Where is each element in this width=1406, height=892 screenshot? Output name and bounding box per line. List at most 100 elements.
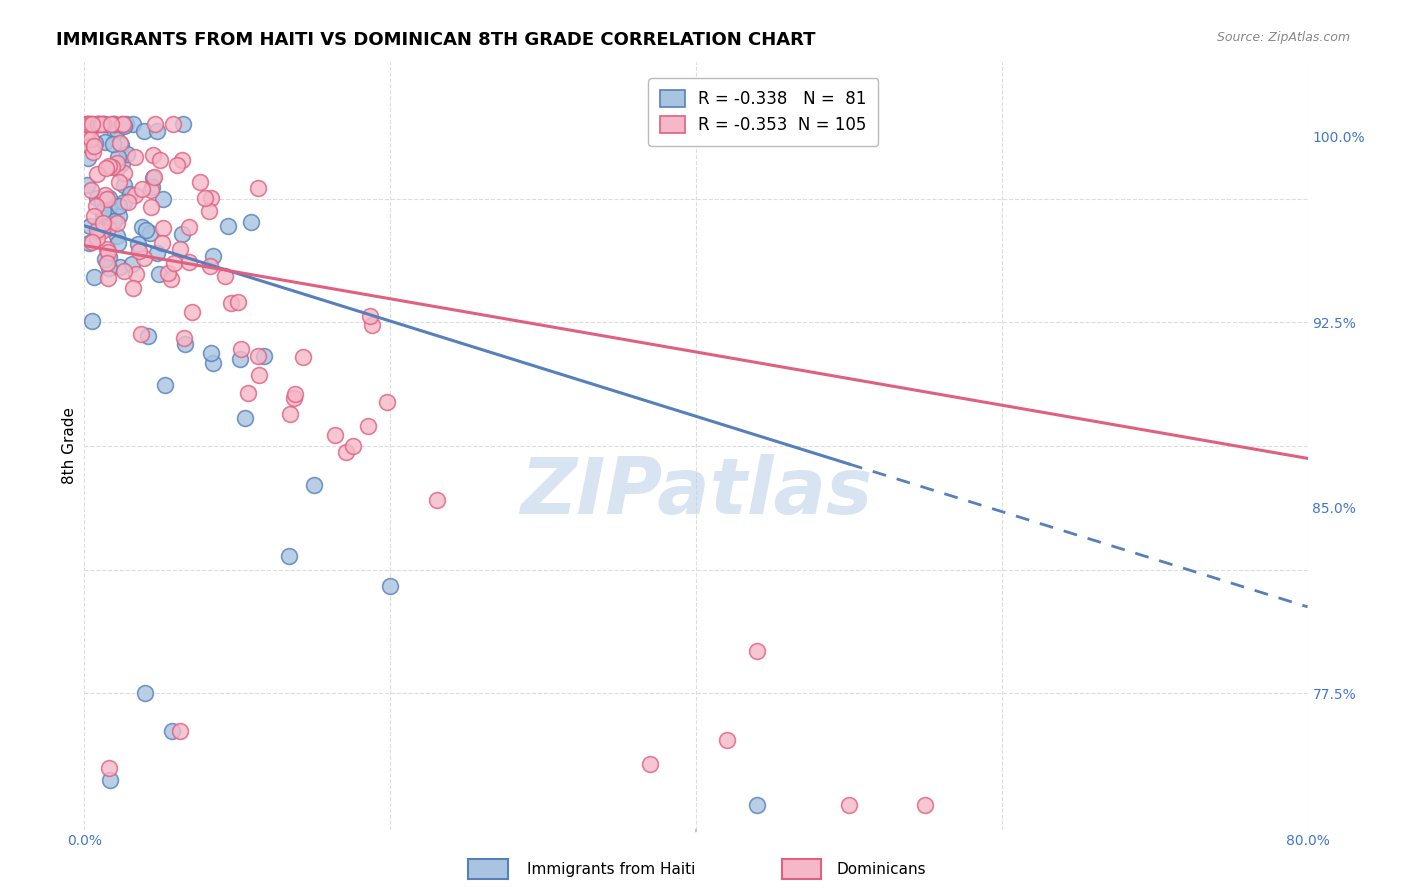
Point [80,117,103,131]
Point [100,161,122,175]
Point [76,126,98,140]
Point [121,280,143,294]
Point [91,117,114,131]
Point [142,171,165,186]
Y-axis label: 8th Grade: 8th Grade [62,408,77,484]
Point [105,216,128,230]
Point [93,204,115,219]
Point [114,117,136,131]
Point [93,135,115,149]
Point [82,117,104,131]
Point [150,235,173,250]
Point [94,188,117,202]
Point [747,643,769,657]
Point [228,294,250,309]
Point [143,170,166,185]
Point [97,244,120,259]
Point [142,148,165,162]
Point [145,124,167,138]
Point [173,330,195,344]
Point [229,342,252,356]
Point [122,117,145,131]
Point [103,117,125,131]
Point [79,117,101,131]
Point [188,175,211,189]
Point [124,150,146,164]
Point [76,131,98,145]
Point [128,244,150,259]
Point [914,797,936,812]
Point [201,356,224,370]
Point [83,139,105,153]
Legend: R = -0.338   N =  81, R = -0.353  N = 105: R = -0.338 N = 81, R = -0.353 N = 105 [648,78,879,145]
Point [131,181,153,195]
Point [86,117,108,131]
Point [134,251,156,265]
Point [177,255,200,269]
Point [214,268,236,283]
Point [97,250,120,264]
Point [302,477,325,491]
Point [160,723,183,738]
Point [94,252,117,266]
Point [200,346,222,360]
Point [107,150,129,164]
Point [91,216,114,230]
Point [134,686,156,700]
Point [360,318,382,333]
Point [80,313,103,327]
Point [194,191,217,205]
Point [77,152,100,166]
Point [97,202,120,216]
Point [359,310,381,324]
Point [127,237,149,252]
Point [86,117,108,131]
Point [98,191,121,205]
Point [124,188,146,202]
Point [141,180,163,194]
Point [638,756,661,771]
Point [83,209,105,223]
Point [96,192,118,206]
Point [200,191,222,205]
Point [179,220,201,235]
Point [170,227,193,241]
Point [107,199,129,213]
Point [152,220,174,235]
Point [93,117,115,131]
Point [77,235,100,250]
Point [77,126,100,140]
Point [86,231,108,245]
Point [79,139,101,153]
Point [97,271,120,285]
Point [233,411,256,425]
Text: IMMIGRANTS FROM HAITI VS DOMINICAN 8TH GRADE CORRELATION CHART: IMMIGRANTS FROM HAITI VS DOMINICAN 8TH G… [56,31,815,49]
Point [118,186,141,201]
Point [112,178,135,193]
Point [174,336,197,351]
Point [838,797,860,812]
Point [198,259,221,273]
Point [80,132,103,146]
Point [228,351,250,366]
Point [380,578,402,592]
Point [97,159,120,173]
Text: Dominicans: Dominicans [837,863,927,877]
Point [97,221,120,235]
Point [143,117,166,131]
Point [79,219,101,233]
Point [90,194,112,208]
Point [103,117,125,131]
Text: Immigrants from Haiti: Immigrants from Haiti [527,863,696,877]
Point [112,195,135,210]
Point [253,349,276,363]
Point [236,385,259,400]
Point [112,166,135,180]
Point [86,191,108,205]
Point [76,117,98,131]
Point [105,123,128,137]
Point [111,117,134,131]
Point [83,269,105,284]
Point [80,183,103,197]
Point [198,203,221,218]
